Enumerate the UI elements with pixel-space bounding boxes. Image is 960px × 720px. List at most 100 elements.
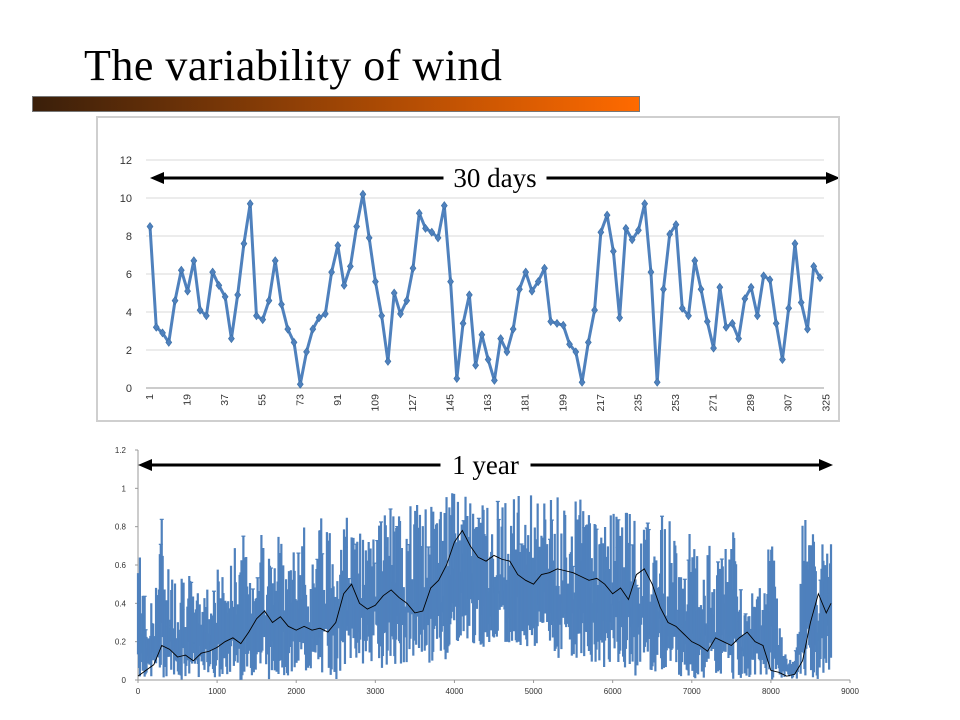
data-point xyxy=(766,275,774,285)
data-point xyxy=(534,277,542,287)
data-point xyxy=(628,235,636,245)
x-tick-label: 271 xyxy=(708,394,720,412)
data-point xyxy=(159,328,166,338)
chart-1-year-panel: 0 0.2 0.4 0.6 0.8 1 1.2 0 1000 2000 3000 4000 5000 60… xyxy=(97,440,860,710)
data-point xyxy=(221,292,229,302)
data-point xyxy=(691,256,699,266)
data-point xyxy=(403,296,411,306)
data-point xyxy=(760,271,768,281)
data-point xyxy=(516,284,523,294)
data-point xyxy=(603,210,611,220)
data-point xyxy=(660,284,667,294)
data-point xyxy=(710,343,717,353)
data-point xyxy=(259,315,267,325)
data-point xyxy=(378,311,386,321)
data-point xyxy=(434,233,442,243)
data-point xyxy=(678,303,686,313)
data-point xyxy=(647,267,655,277)
data-point xyxy=(284,324,292,334)
x-tick-label: 217 xyxy=(595,394,607,412)
data-point xyxy=(497,334,505,344)
data-point xyxy=(816,273,824,283)
data-point xyxy=(741,294,749,304)
x-tick-label: 5000 xyxy=(525,687,543,696)
x-tick-label: 0 xyxy=(136,687,141,696)
data-point xyxy=(622,223,630,233)
data-point xyxy=(672,220,680,230)
data-point xyxy=(591,305,598,315)
data-point xyxy=(566,339,573,349)
data-point xyxy=(797,298,805,307)
data-point xyxy=(453,374,461,383)
data-point xyxy=(572,347,580,357)
y-tick-label: 0 xyxy=(126,383,132,395)
data-point xyxy=(503,347,511,357)
data-point xyxy=(234,290,242,300)
x-tick-label: 6000 xyxy=(604,687,622,696)
thirty-days-arrowhead-left xyxy=(150,172,164,184)
data-point xyxy=(209,267,216,277)
x-tick-label: 163 xyxy=(482,394,494,412)
data-point xyxy=(716,282,724,292)
x-tick-label: 8000 xyxy=(762,687,780,696)
x-tick-label: 2000 xyxy=(287,687,305,696)
data-point xyxy=(703,317,711,326)
data-point xyxy=(202,311,210,321)
data-point xyxy=(810,261,818,271)
y-tick-label: 0.6 xyxy=(115,561,127,570)
x-tick-label: 1000 xyxy=(208,687,226,696)
one-year-arrowhead-right xyxy=(819,459,833,471)
y-tick-label: 1.2 xyxy=(115,446,127,455)
x-tick-label: 181 xyxy=(520,394,532,412)
data-point xyxy=(584,337,592,347)
y-tick-label: 1 xyxy=(122,484,127,493)
x-tick-label: 1 xyxy=(144,394,156,400)
trend-line xyxy=(137,529,832,677)
data-point xyxy=(641,199,649,209)
y-tick-label: 0.2 xyxy=(115,638,127,647)
chart-30-days: 0 2 4 6 8 10 12 1 19 37 55 73 91 109 127 145 163 181 199 21… xyxy=(120,155,945,412)
data-point xyxy=(440,201,448,211)
data-point xyxy=(447,277,454,287)
y-tick-label: 10 xyxy=(120,193,132,205)
y-tick-label: 2 xyxy=(126,345,132,357)
y-tick-label: 4 xyxy=(126,307,132,319)
data-point xyxy=(346,261,354,271)
data-point xyxy=(459,318,467,328)
data-point xyxy=(509,324,517,334)
data-point xyxy=(296,379,304,389)
data-point xyxy=(666,229,674,239)
x-tick-label: 55 xyxy=(257,394,269,406)
data-point xyxy=(309,324,317,334)
x-tick-label: 307 xyxy=(783,394,795,412)
data-point xyxy=(541,263,548,273)
data-point xyxy=(478,330,486,340)
data-point xyxy=(772,318,780,328)
data-point xyxy=(754,311,761,321)
data-point xyxy=(735,334,742,344)
data-point xyxy=(165,337,173,347)
data-point xyxy=(722,322,730,332)
chart-30-days-panel: 0 2 4 6 8 10 12 1 19 37 55 73 91 109 127 145 163 181 199 21… xyxy=(96,116,945,422)
data-point xyxy=(190,256,198,266)
slide-title: The variability of wind xyxy=(84,41,503,90)
data-point xyxy=(177,265,185,275)
data-point xyxy=(609,246,617,256)
data-point xyxy=(484,355,492,364)
x-tick-label: 37 xyxy=(219,394,231,406)
hourly-series xyxy=(136,493,833,680)
x-tick-label: 19 xyxy=(182,394,194,406)
thirty-days-annotation: 30 days xyxy=(150,163,840,193)
data-point xyxy=(253,311,260,321)
data-point xyxy=(271,256,279,266)
data-point xyxy=(559,320,567,330)
data-point xyxy=(359,189,367,199)
data-point xyxy=(215,280,223,290)
data-point xyxy=(785,303,793,313)
data-point xyxy=(409,263,417,273)
data-point xyxy=(522,267,530,277)
one-year-annotation: 1 year xyxy=(138,450,833,480)
one-year-arrowhead-left xyxy=(138,459,152,471)
thirty-days-arrowhead-right xyxy=(826,172,840,184)
data-point xyxy=(372,277,379,287)
